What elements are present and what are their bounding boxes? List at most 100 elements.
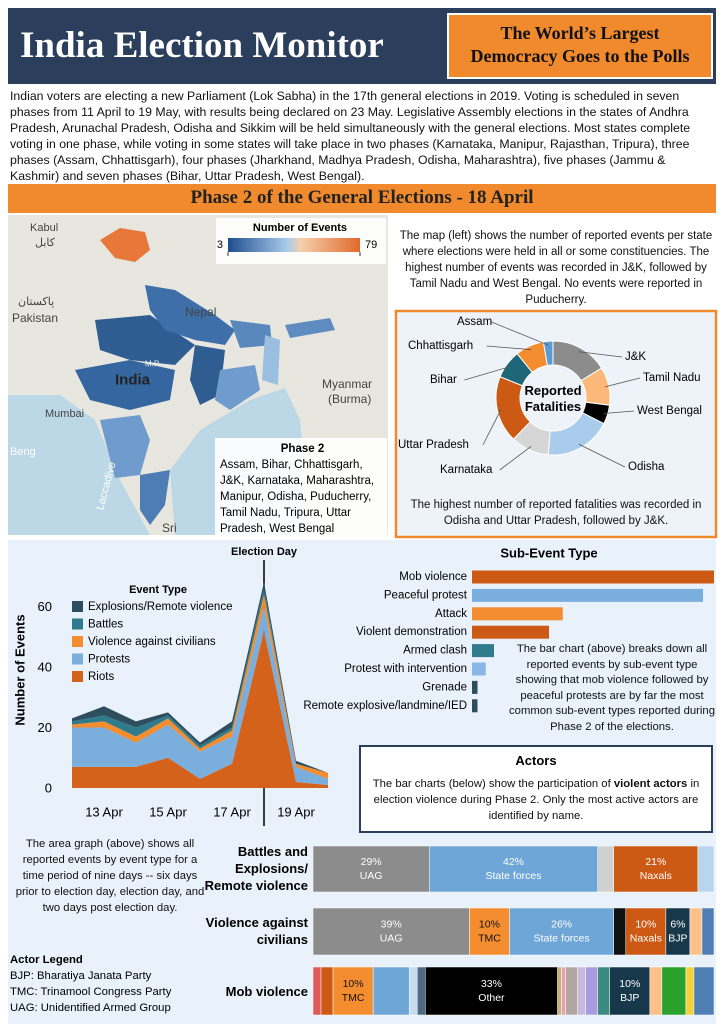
map-label: Beng xyxy=(10,446,36,458)
segment xyxy=(312,966,322,1016)
state xyxy=(145,285,235,345)
bar-label: Attack xyxy=(435,608,467,620)
legend-swatch xyxy=(72,618,83,630)
map-label: کابل xyxy=(35,237,56,249)
segment-name: TMC xyxy=(342,992,365,1004)
annotation: Election Day xyxy=(231,546,298,558)
segment-name: Naxals xyxy=(640,870,672,882)
leader-line xyxy=(464,366,511,381)
state xyxy=(230,320,272,348)
segment xyxy=(649,966,663,1016)
segment xyxy=(417,966,426,1016)
donut-slice xyxy=(542,340,554,367)
bar xyxy=(472,625,549,639)
phase-box-title: Phase 2 xyxy=(280,443,325,455)
actor-legend-title: Actor Legend xyxy=(10,954,83,966)
y-tick-label: 40 xyxy=(38,659,52,674)
legend-label: Riots xyxy=(88,671,114,683)
area-caption: The area graph (above) shows all reporte… xyxy=(15,838,205,914)
map-label: Myanmar xyxy=(322,377,372,391)
state xyxy=(100,415,150,478)
map-label: Pakistan xyxy=(12,311,58,325)
intro: Indian voters are electing a new Parliam… xyxy=(10,89,691,183)
segment-value: 33% xyxy=(481,978,502,990)
map-legend-scale xyxy=(228,238,360,252)
area xyxy=(72,582,328,773)
state xyxy=(285,318,335,338)
map-label: Kabul xyxy=(30,222,58,234)
title: India Election Monitor xyxy=(20,25,384,66)
segment xyxy=(585,966,598,1016)
state xyxy=(100,228,150,262)
donut-label: West Bengal xyxy=(637,405,702,417)
subevent-caption: The bar chart (above) breaks down all re… xyxy=(509,643,715,733)
map-label: Nepal xyxy=(185,305,216,319)
leader-line xyxy=(603,410,635,414)
segment xyxy=(408,966,418,1016)
bar xyxy=(472,644,494,658)
map-caption: The map (left) shows the number of repor… xyxy=(399,230,713,306)
donut-label: Bihar xyxy=(430,374,457,386)
segment-value: 10% xyxy=(619,978,640,990)
segment xyxy=(597,966,610,1016)
segment-value: 10% xyxy=(479,919,500,931)
actor-legend-item: TMC: Trinamool Congress Party xyxy=(10,986,172,998)
donut-label: Chhattisgarh xyxy=(408,340,473,352)
bar-title: Sub-Event Type xyxy=(500,546,597,561)
segment-value: 21% xyxy=(645,856,666,868)
segment-name: State forces xyxy=(485,870,541,882)
subtitle-box xyxy=(447,13,713,79)
map-legend-min: 3 xyxy=(217,239,223,251)
segment-name: BJP xyxy=(620,992,639,1004)
segment xyxy=(613,907,627,956)
donut-title: Reported Fatalities xyxy=(524,383,582,414)
actors-text-part: The bar charts (below) show the particip… xyxy=(372,778,614,790)
leader-line xyxy=(578,351,623,358)
segment-value: 6% xyxy=(670,919,685,931)
donut-label: Tamil Nadu xyxy=(643,372,701,384)
leader-line xyxy=(499,445,532,471)
map-label: Sri xyxy=(162,521,177,535)
segment xyxy=(565,966,578,1016)
map-label: پاکستان xyxy=(18,296,54,308)
actors-text-bold: violent actors xyxy=(613,778,688,790)
subtitle: The World’s Largest Democracy Goes to th… xyxy=(470,23,690,66)
bar-label: Grenade xyxy=(422,681,467,693)
segment-value: 26% xyxy=(551,919,572,931)
segment xyxy=(561,966,566,1016)
leader-line xyxy=(486,345,532,351)
legend-title: Event Type xyxy=(129,584,187,596)
bar xyxy=(472,588,703,602)
legend-label: Protests xyxy=(88,654,130,666)
bar-label: Remote explosive/landmine/IED xyxy=(303,700,467,712)
phase-box-bg xyxy=(215,438,387,535)
segment xyxy=(509,907,614,956)
segment xyxy=(332,966,374,1016)
segment-value: 39% xyxy=(381,919,402,931)
map-legend-title: Number of Events xyxy=(253,222,347,234)
y-axis-label: Number of Events xyxy=(13,614,28,725)
x-tick-label: 19 Apr xyxy=(277,805,315,820)
segment-name: State forces xyxy=(534,933,590,945)
y-tick-label: 20 xyxy=(38,720,52,735)
segment-name: Other xyxy=(478,992,505,1004)
bar-label: Protest with intervention xyxy=(344,663,467,675)
map-label: M.P. xyxy=(145,360,160,369)
fatalities-caption: The highest number of reported fatalitie… xyxy=(410,499,702,527)
segment-value: 29% xyxy=(361,856,382,868)
actors-title: Actors xyxy=(515,753,557,768)
state xyxy=(75,360,175,410)
bar xyxy=(472,699,478,713)
actor-legend-item: UAG: Unidentified Armed Group xyxy=(10,1002,171,1014)
segment xyxy=(312,845,430,893)
row-label: Violence against civilians xyxy=(205,915,308,947)
segment xyxy=(425,966,558,1016)
segment xyxy=(372,966,410,1016)
donut-label: Assam xyxy=(457,316,492,328)
actors-box xyxy=(359,745,713,833)
donut-label: Karnataka xyxy=(440,464,493,476)
bar xyxy=(472,680,478,694)
legend-swatch xyxy=(72,671,83,682)
actor-legend-item: BJP: Bharatiya Janata Party xyxy=(10,970,152,982)
x-tick-label: 15 Apr xyxy=(149,805,187,820)
